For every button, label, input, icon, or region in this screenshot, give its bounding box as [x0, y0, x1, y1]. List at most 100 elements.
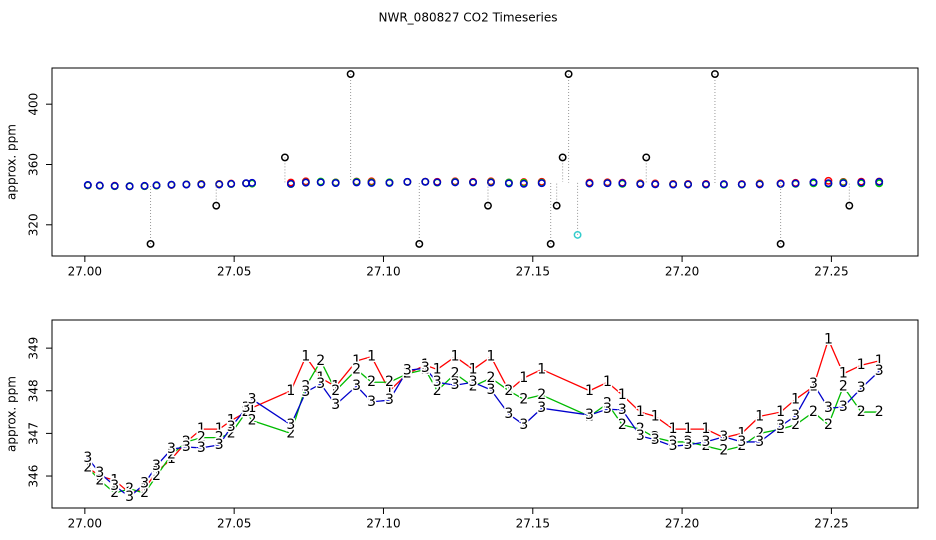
point-symbol: 2: [487, 370, 496, 386]
point: [301, 178, 310, 187]
point-symbol: 2: [857, 404, 866, 420]
point: [546, 239, 555, 248]
point: [537, 179, 546, 188]
point-symbol: 1: [875, 353, 884, 369]
point-symbol: 1: [385, 383, 394, 399]
point-symbol: 3: [301, 384, 310, 400]
point-symbol: 3: [140, 476, 149, 492]
point-symbol: 3: [651, 432, 660, 448]
point-symbol: 3: [469, 374, 478, 390]
point: [702, 180, 710, 189]
point-symbol: 1: [684, 421, 693, 437]
point-symbol: 1: [242, 404, 251, 420]
point-symbol: 3: [125, 489, 134, 505]
point-symbol: 1: [152, 464, 161, 480]
point-symbol: 1: [651, 408, 660, 424]
point: [403, 177, 412, 186]
x-tick-label: 27.25: [814, 265, 848, 279]
plot-frame: [51, 319, 919, 509]
point-symbol: 1: [215, 421, 224, 437]
point-symbol: 2: [504, 383, 513, 399]
point-symbol: 2: [875, 404, 884, 420]
point-symbol: 2: [140, 485, 149, 501]
point-symbol: 3: [875, 363, 884, 379]
point: [636, 180, 645, 189]
point: [857, 178, 866, 187]
point: [286, 179, 295, 188]
point-symbol: 1: [421, 357, 430, 373]
point-symbol: 3: [824, 400, 833, 416]
point-symbol: 3: [684, 437, 693, 453]
point: [585, 179, 594, 188]
point-symbol: 2: [755, 425, 764, 441]
point-symbol: 3: [776, 418, 785, 434]
point: [839, 179, 848, 188]
point: [280, 153, 289, 162]
point-symbol: 2: [301, 379, 310, 395]
point-symbol: 3: [167, 441, 176, 457]
x-tick-label: 27.10: [366, 517, 400, 531]
point-symbol: 2: [719, 442, 728, 458]
y-axis-label: approx. ppm: [5, 376, 19, 452]
point-symbol: 2: [215, 430, 224, 446]
point-symbol: 2: [167, 447, 176, 463]
point-symbol: 1: [776, 404, 785, 420]
point-symbol: 2: [83, 460, 92, 476]
y-tick-label: 349: [27, 337, 41, 360]
point-symbol: 3: [519, 417, 528, 433]
point-symbol: 1: [504, 383, 513, 399]
point-symbol: 2: [451, 366, 460, 382]
point-symbol: 2: [809, 404, 818, 420]
point-symbol: 2: [669, 434, 678, 450]
point: [504, 179, 513, 188]
point-symbol: 1: [83, 460, 92, 476]
point-symbol: 1: [537, 361, 546, 377]
point: [227, 179, 236, 188]
point-symbol: 1: [857, 357, 866, 373]
point-symbol: 3: [95, 465, 104, 481]
point: [776, 239, 785, 248]
point: [684, 180, 693, 189]
point-symbol: 2: [839, 379, 848, 395]
point: [248, 178, 257, 187]
point-symbol: 2: [684, 434, 693, 450]
point-symbol: 1: [487, 349, 496, 365]
point-symbol: 1: [301, 349, 310, 365]
point-symbol: 3: [403, 362, 412, 378]
point-symbol: 1: [791, 391, 800, 407]
point-symbol: 3: [636, 428, 645, 444]
point-symbol: 3: [385, 392, 394, 408]
point: [642, 153, 651, 162]
point-symbol: 2: [737, 438, 746, 454]
y-tick-label: 348: [27, 379, 41, 402]
y-tick-label: 360: [27, 153, 41, 176]
point: [484, 201, 492, 210]
point-symbol: 1: [197, 421, 206, 437]
point-symbol: 3: [316, 376, 325, 392]
point: [433, 178, 442, 187]
point-symbol: 3: [719, 429, 728, 445]
point: [140, 181, 149, 190]
point-symbol: 3: [755, 434, 764, 450]
point: [651, 180, 660, 189]
chart-title: NWR_080827 CO2 Timeseries: [379, 11, 558, 25]
point: [719, 180, 728, 189]
point: [824, 179, 833, 188]
point-symbol: 3: [227, 419, 236, 435]
point: [346, 70, 355, 78]
x-tick-label: 27.15: [516, 265, 550, 279]
point-symbol: 1: [95, 468, 104, 484]
point: [875, 177, 884, 186]
point-symbol: 2: [110, 485, 119, 501]
point-symbol: 1: [331, 379, 340, 395]
point-symbol: 1: [839, 366, 848, 382]
point-symbol: 1: [316, 370, 325, 386]
point-symbol: 2: [182, 434, 191, 450]
point-symbol: 2: [331, 383, 340, 399]
point-symbol: 1: [603, 374, 612, 390]
y-tick-label: 320: [27, 213, 41, 236]
point-symbol: 2: [433, 383, 442, 399]
point-symbol: 1: [809, 379, 818, 395]
point-symbol: 3: [352, 378, 361, 394]
y-axis-label: approx. ppm: [5, 124, 19, 200]
